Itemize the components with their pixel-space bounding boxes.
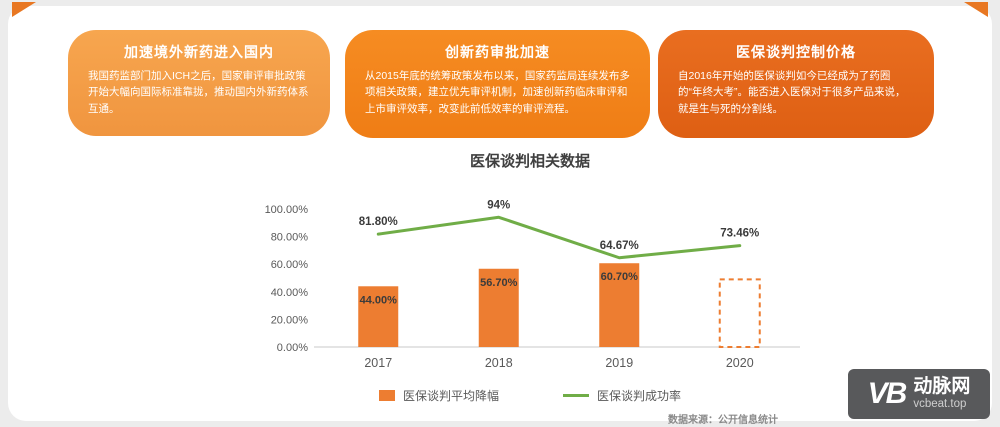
svg-text:64.67%: 64.67% [600,240,639,252]
corner-ribbon-left-icon [12,2,36,17]
vb-logo-icon: VB [867,377,908,410]
legend-label: 医保谈判成功率 [597,389,682,403]
chart-legend: 医保谈判平均降幅 医保谈判成功率 [240,387,820,404]
policy-card-price-negotiation: 医保谈判控制价格 自2016年开始的医保谈判如今已经成为了药圈的“年终大考”。能… [658,30,934,138]
svg-text:56.70%: 56.70% [480,277,518,289]
legend-item-line: 医保谈判成功率 [563,387,681,404]
card-title: 加速境外新药进入国内 [124,44,274,60]
svg-text:44.00%: 44.00% [360,294,398,306]
card-body: 自2016年开始的医保谈判如今已经成为了药圈的“年终大考”。能否进入医保对于很多… [678,70,906,115]
svg-text:2019: 2019 [605,356,633,370]
svg-text:2020: 2020 [726,356,754,370]
chart-title: 医保谈判相关数据 [469,153,590,170]
svg-text:40.00%: 40.00% [271,287,309,299]
bar-swatch-icon [378,390,395,401]
logo-name: 动脉网 [913,376,971,398]
logo-domain: vcbeat.top [913,398,967,411]
card-title: 医保谈判控制价格 [736,44,856,60]
svg-text:0.00%: 0.00% [277,342,308,354]
card-body: 从2015年底的统筹政策发布以来，国家药监局连续发布多项相关政策，建立优先审评机… [365,70,630,115]
svg-text:60.00%: 60.00% [271,259,309,271]
svg-text:2017: 2017 [364,356,392,370]
svg-text:80.00%: 80.00% [271,232,309,244]
policy-card-approval-acceleration: 创新药审批加速 从2015年底的统筹政策发布以来，国家药监局连续发布多项相关政策… [345,30,650,138]
svg-text:81.80%: 81.80% [359,216,398,228]
svg-text:60.70%: 60.70% [601,271,639,283]
svg-text:73.46%: 73.46% [720,228,759,240]
card-body: 我国药监部门加入ICH之后，国家审评审批政策开始大幅向国际标准靠拢，推动国内外新… [88,70,309,115]
corner-ribbon-right-icon [964,2,988,17]
svg-text:2018: 2018 [485,356,513,370]
svg-text:20.00%: 20.00% [271,314,309,326]
vcbeat-logo: VB 动脉网 vcbeat.top [848,369,990,419]
svg-text:94%: 94% [487,199,510,211]
policy-card-import-acceleration: 加速境外新药进入国内 我国药监部门加入ICH之后，国家审评审批政策开始大幅向国际… [68,30,330,136]
chart-canvas: 0.00% 20.00% 40.00% 60.00% 80.00% 100.00% 2017… [265,199,800,370]
svg-text:100.00%: 100.00% [265,204,309,216]
line-swatch-icon [563,394,589,397]
card-title: 创新药审批加速 [445,44,550,60]
data-source-note: 数据来源：公开信息统计 [668,415,778,426]
chart-block: 医保谈判相关数据 0.00% 20.00% 40.00% 60.00% 80.00% 10… [240,150,820,426]
legend-label: 医保谈判平均降幅 [402,389,499,403]
legend-item-bar: 医保谈判平均降幅 [378,387,499,404]
